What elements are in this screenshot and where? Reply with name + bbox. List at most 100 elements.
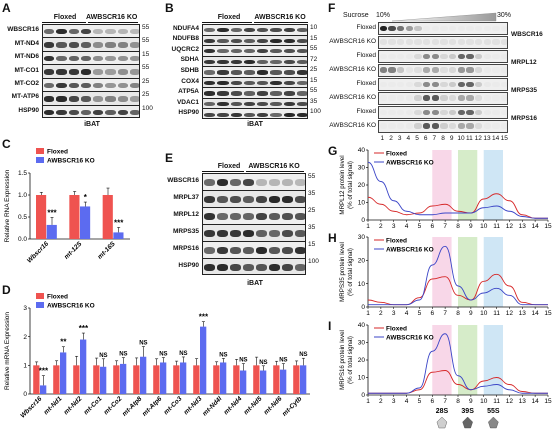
y-tick-label: 30 [358, 165, 366, 172]
blot-protein-label: SDHA [180, 56, 199, 64]
x-tick-label: 3 [392, 398, 396, 405]
f-band [414, 39, 422, 45]
blot-band [204, 91, 216, 96]
legend-swatch-floxed [36, 293, 44, 299]
legend-label: Floxed [47, 149, 68, 156]
f-band [440, 39, 448, 45]
blot-row [43, 65, 139, 79]
y-tick-label: 0 [23, 391, 27, 398]
blot-row [43, 25, 139, 39]
blot-band [295, 179, 305, 186]
blot-band [204, 59, 216, 65]
bar-ko [220, 362, 227, 394]
panel-b-group-ko: AWBSCR16 KO [254, 14, 306, 21]
f-row-label: Floxed [356, 108, 376, 115]
y-tick-label: 10 [358, 281, 366, 288]
blot-mw-marker: 25 [310, 66, 318, 74]
f-band [431, 67, 440, 73]
blot-band [105, 109, 116, 115]
blot-mw-marker: 35 [310, 97, 318, 105]
f-row-label: Floxed [356, 24, 376, 31]
panel-e-group-ko: AWBSCR16 KO [248, 163, 300, 170]
blot-band [243, 230, 254, 237]
f-band [466, 95, 474, 101]
blot-band [256, 213, 267, 220]
bar-floxed [153, 365, 160, 394]
f-band [405, 39, 414, 45]
blot-band [204, 102, 216, 107]
blot-protein-label: MT-ATP6 [11, 93, 39, 101]
f-band [483, 53, 492, 60]
y-axis-label: MRPL12 protein level [339, 155, 346, 214]
bar-floxed [193, 365, 200, 394]
blot-row [203, 225, 305, 242]
f-band [396, 67, 405, 73]
legend-label: AWBSCR16 KO [386, 246, 434, 253]
x-tick-label: 15 [544, 223, 552, 230]
f-band [388, 25, 396, 32]
blot-band [295, 196, 305, 203]
legend-label: AWBSCR16 KO [386, 159, 434, 166]
blot-band [243, 196, 254, 203]
f-band [492, 67, 500, 73]
blot-band [270, 80, 282, 86]
blot-band [270, 102, 282, 107]
blot-mw-marker: 15 [310, 76, 318, 84]
y-tick-label: 30 [358, 234, 366, 241]
x-tick-label: 10 [480, 223, 488, 230]
f-band [457, 67, 466, 73]
bar-ko [140, 356, 147, 394]
blot-band [283, 80, 295, 86]
blot-row [203, 208, 305, 225]
blot-band [256, 196, 267, 203]
bar-ko [180, 362, 187, 394]
x-tick-label: 14 [532, 398, 540, 405]
blot-band [217, 102, 229, 107]
ribosome-icon [488, 416, 499, 429]
blot-band [230, 213, 241, 220]
blot-band [230, 49, 242, 54]
f-band [457, 25, 466, 32]
bar-ko [280, 369, 287, 394]
f-band [396, 53, 405, 60]
f-blot-strip [378, 63, 508, 77]
f-band [422, 95, 431, 101]
blot-band [129, 29, 139, 35]
blot-band [129, 55, 139, 62]
f-protein-label: MRPS16 [511, 114, 538, 122]
legend-label: Floxed [386, 237, 407, 244]
f-band [422, 67, 431, 73]
f-band [448, 67, 457, 73]
blot-mw-marker: 55 [142, 24, 150, 31]
blot-row [203, 88, 307, 99]
blot-mw-marker: 55 [310, 87, 318, 95]
blot-band [105, 82, 116, 89]
significance-label: NS [299, 352, 307, 358]
blot-band [204, 80, 216, 86]
f-fraction-number: 2 [389, 135, 393, 142]
f-band [474, 95, 483, 101]
bar-floxed [173, 365, 180, 394]
bar-ko [260, 370, 267, 394]
f-fraction-number: 1 [380, 135, 385, 142]
f-band [440, 95, 448, 101]
blot-band [217, 49, 229, 54]
f-band [448, 123, 457, 129]
x-tick-label: 6 [430, 223, 434, 230]
f-fraction-number: 13 [483, 135, 491, 142]
f-band [379, 81, 388, 88]
f-band [405, 25, 414, 32]
significance-label: NS [159, 352, 167, 358]
blot-band [68, 96, 79, 102]
x-tick-label: 7 [443, 310, 447, 317]
blot-band [243, 247, 254, 254]
blot-band [243, 70, 255, 75]
significance-label: *** [199, 313, 209, 322]
blot-band [295, 230, 305, 237]
panel-g-letter: G [328, 144, 338, 158]
blot-protein-label: NDUFB8 [172, 35, 199, 43]
y-axis-label: MRPS16 protein level [339, 330, 346, 390]
f-band [422, 123, 431, 129]
blot-band [230, 38, 242, 43]
